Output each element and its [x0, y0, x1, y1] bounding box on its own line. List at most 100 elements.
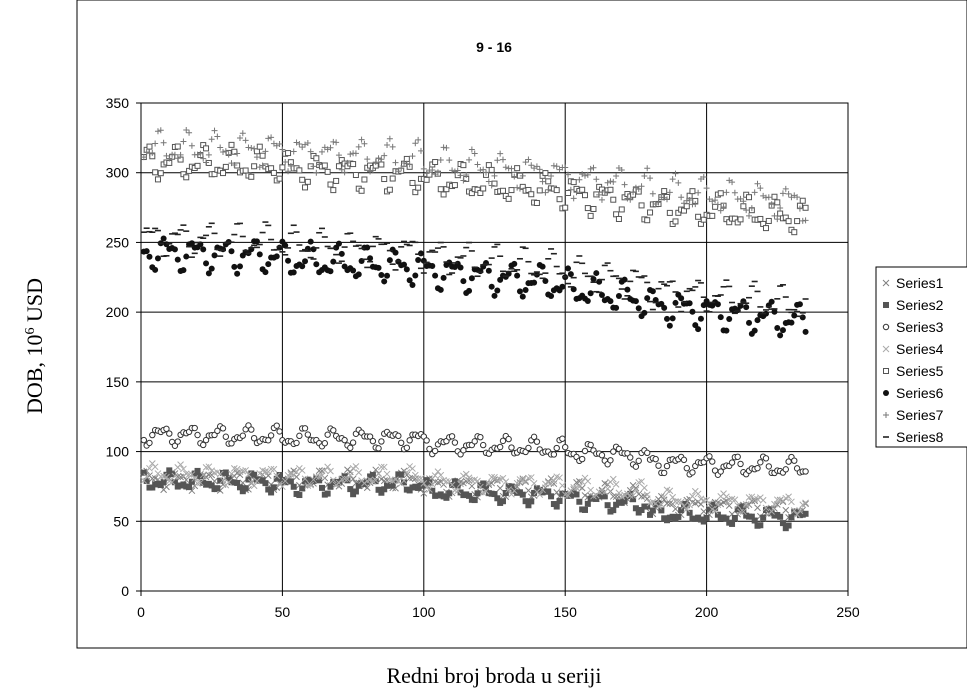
- data-point-s7-164: [601, 188, 608, 195]
- data-point-s7-129: [502, 164, 509, 171]
- data-point-s4-94: [403, 469, 411, 476]
- data-point-s5-226: [777, 210, 784, 217]
- legend: [875, 266, 967, 448]
- data-point-s7-179: [644, 165, 651, 172]
- data-point-s7-210: [731, 189, 738, 196]
- data-point-s4-102: [426, 486, 433, 493]
- series-7: [140, 127, 809, 224]
- data-point-s5-231: [791, 229, 798, 236]
- data-point-s2-204: [714, 511, 721, 518]
- legend-label-4: Series4: [896, 341, 944, 357]
- data-point-s2-163: [598, 490, 605, 497]
- data-point-s7-177: [638, 183, 645, 190]
- data-point-s3-121: [479, 441, 487, 449]
- data-point-s1-147: [553, 489, 561, 496]
- data-point-s2-66: [324, 490, 331, 497]
- data-point-s2-135: [519, 491, 526, 498]
- series-4: [140, 460, 809, 518]
- data-point-s4-213: [740, 508, 747, 516]
- data-point-s7-153: [570, 195, 577, 202]
- data-point-s5-43: [259, 152, 266, 159]
- data-point-s4-75: [349, 464, 357, 472]
- data-point-s7-90: [392, 159, 399, 166]
- data-point-s7-174: [630, 189, 637, 196]
- data-point-s6-51: [282, 242, 289, 249]
- data-point-s2-28: [217, 477, 224, 484]
- y-tick-label-6: 300: [106, 165, 130, 181]
- data-point-s5-66: [324, 168, 331, 175]
- data-point-s7-159: [587, 165, 594, 172]
- data-point-s5-141: [536, 187, 543, 194]
- data-point-s6-84: [375, 264, 382, 271]
- data-point-s6-3: [146, 253, 153, 260]
- data-point-s4-211: [734, 502, 742, 509]
- data-point-s3-22: [200, 441, 207, 449]
- data-point-s4-156: [578, 478, 586, 486]
- data-point-s4-69: [332, 481, 340, 489]
- data-point-s3-48: [273, 422, 280, 429]
- data-point-s7-40: [251, 145, 258, 152]
- data-point-s4-19: [191, 475, 199, 482]
- data-point-s6-24: [205, 270, 212, 277]
- data-point-s3-128: [499, 437, 507, 445]
- data-point-s2-209: [729, 520, 736, 527]
- data-point-s2-20: [194, 467, 201, 474]
- data-point-s7-113: [457, 172, 464, 179]
- y-axis-label-base: DOB, 10: [22, 335, 47, 414]
- data-point-s4-15: [180, 465, 187, 473]
- data-point-s7-10: [166, 155, 173, 162]
- data-point-s5-221: [762, 225, 769, 232]
- data-point-s2-92: [398, 471, 405, 478]
- data-point-s3-137: [525, 444, 532, 452]
- data-point-s5-123: [485, 162, 492, 169]
- data-point-s4-51: [281, 477, 289, 485]
- data-point-s7-98: [415, 136, 422, 143]
- data-point-s4-221: [762, 504, 770, 512]
- data-point-s2-1: [140, 469, 147, 476]
- y-axis-label-exponent: 6: [23, 328, 38, 335]
- data-point-s7-205: [717, 207, 724, 214]
- data-point-s1-75: [349, 475, 357, 483]
- data-point-s6-113: [457, 264, 464, 271]
- data-point-s4-41: [253, 477, 261, 485]
- data-point-s2-118: [471, 497, 478, 504]
- data-point-s7-34: [234, 150, 241, 157]
- data-point-s2-201: [706, 506, 713, 513]
- data-point-s7-218: [754, 180, 761, 187]
- data-point-s7-49: [276, 141, 283, 148]
- data-point-s6-136: [522, 286, 529, 293]
- data-point-s6-68: [330, 258, 337, 265]
- data-point-s4-178: [641, 484, 648, 492]
- data-point-s2-121: [480, 480, 487, 487]
- data-point-s1-208: [725, 502, 733, 509]
- data-point-s2-103: [429, 487, 436, 494]
- data-point-s6-233: [796, 301, 803, 308]
- legend-marker-3: [882, 323, 890, 331]
- data-point-s5-187: [666, 209, 673, 216]
- data-point-s7-72: [341, 169, 348, 176]
- data-point-s5-177: [638, 202, 645, 209]
- data-point-s5-148: [556, 196, 563, 203]
- data-point-s2-202: [709, 501, 716, 508]
- data-point-s6-106: [437, 286, 444, 293]
- data-point-s4-124: [488, 473, 496, 481]
- data-point-s3-104: [431, 447, 439, 455]
- data-point-s7-46: [268, 134, 275, 141]
- data-point-s6-204: [714, 301, 721, 308]
- data-point-s7-105: [434, 169, 441, 176]
- data-point-s6-171: [621, 276, 628, 283]
- data-point-s5-121: [480, 185, 487, 192]
- data-point-s4-229: [785, 493, 792, 501]
- data-point-s5-153: [570, 179, 577, 186]
- data-point-s3-167: [610, 448, 617, 455]
- data-point-s4-158: [584, 477, 592, 485]
- data-point-s7-111: [451, 168, 458, 175]
- data-point-s2-213: [740, 507, 747, 514]
- data-point-s2-177: [638, 507, 645, 514]
- data-point-s4-97: [411, 471, 419, 479]
- data-point-s4-17: [185, 471, 193, 478]
- data-point-s2-108: [443, 494, 450, 501]
- data-point-s7-127: [497, 150, 504, 157]
- data-point-s6-95: [406, 277, 413, 284]
- data-point-s7-229: [785, 190, 792, 197]
